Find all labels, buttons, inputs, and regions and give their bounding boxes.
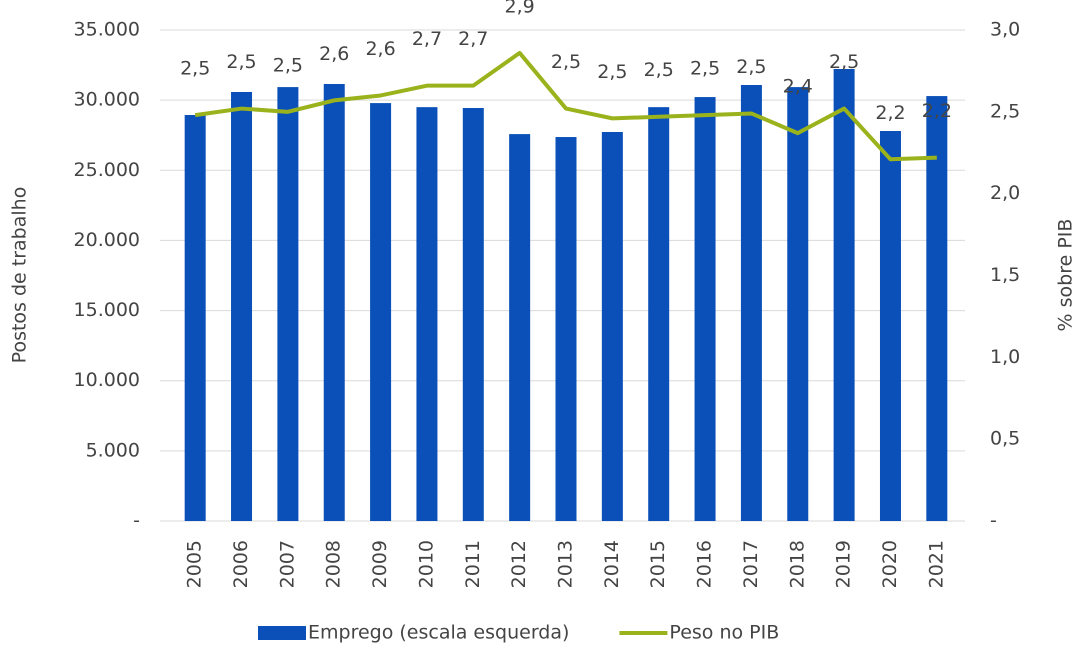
bar xyxy=(184,115,206,521)
bar xyxy=(370,103,392,521)
x-tick-label: 2011 xyxy=(462,540,484,588)
x-tick-label: 2014 xyxy=(601,540,623,588)
x-tick-label: 2015 xyxy=(647,540,669,588)
data-label: 2,6 xyxy=(319,43,349,65)
y-tick-label: 25.000 xyxy=(74,159,140,181)
y2-tick-label: 2,5 xyxy=(990,100,1020,122)
bar xyxy=(694,97,716,521)
data-label: 2,4 xyxy=(783,76,813,98)
x-tick-label: 2018 xyxy=(786,540,808,588)
y2-tick-label: 2,0 xyxy=(990,182,1020,204)
x-tick-label: 2020 xyxy=(879,540,901,588)
data-label: 2,5 xyxy=(690,58,720,80)
y-tick-label: 15.000 xyxy=(74,299,140,321)
data-label: 2,5 xyxy=(736,56,766,78)
bar xyxy=(509,134,531,522)
bar xyxy=(926,96,948,521)
x-tick-label: 2017 xyxy=(740,540,762,588)
x-tick-label: 2006 xyxy=(230,540,252,588)
data-label: 2,9 xyxy=(505,0,535,17)
y-tick-label: 30.000 xyxy=(74,89,140,111)
bar xyxy=(787,87,809,521)
bar xyxy=(833,68,855,522)
x-tick-label: 2021 xyxy=(925,540,947,588)
bar xyxy=(277,87,299,521)
bar xyxy=(879,131,901,521)
x-tick-label: 2019 xyxy=(833,540,855,588)
x-tick-label: 2005 xyxy=(184,540,206,588)
line xyxy=(194,50,937,162)
data-label: 2,6 xyxy=(365,38,395,60)
x-tick-label: 2008 xyxy=(323,540,345,588)
legend-swatch xyxy=(258,626,306,640)
bar xyxy=(648,107,670,522)
bar xyxy=(231,92,253,521)
y-tick-label: 10.000 xyxy=(74,369,140,391)
data-label: 2,5 xyxy=(597,61,627,83)
data-label: 2,5 xyxy=(551,51,581,73)
y-tick-label: 20.000 xyxy=(74,229,140,251)
bar xyxy=(462,107,484,522)
data-label: 2,7 xyxy=(458,28,488,50)
x-tick-label: 2007 xyxy=(276,540,298,588)
y-tick-label: 5.000 xyxy=(86,439,140,461)
bar xyxy=(416,107,438,522)
legend-label: Emprego (escala esquerda) xyxy=(308,622,569,644)
y2-tick-label: 0,5 xyxy=(990,428,1020,450)
bar xyxy=(601,131,623,521)
y2-tick-label: 1,0 xyxy=(990,346,1020,368)
data-label: 2,5 xyxy=(273,54,303,76)
x-tick-label: 2012 xyxy=(508,540,530,588)
x-tick-label: 2010 xyxy=(415,540,437,588)
y-tick-label: 35.000 xyxy=(74,19,140,41)
data-label: 2,5 xyxy=(644,59,674,81)
y2-axis-title: % sobre PIB xyxy=(1055,219,1077,332)
y-axis-title: Postos de trabalho xyxy=(9,187,31,364)
bar xyxy=(740,84,762,521)
y2-tick-label: 1,5 xyxy=(990,264,1020,286)
data-label: 2,2 xyxy=(875,102,905,124)
data-label: 2,5 xyxy=(226,51,256,73)
y2-tick-label: - xyxy=(990,510,997,532)
bar xyxy=(555,137,577,521)
x-tick-label: 2009 xyxy=(369,540,391,588)
data-label: 2,7 xyxy=(412,28,442,50)
bar xyxy=(323,84,345,521)
data-label: 2,2 xyxy=(922,100,952,122)
data-label: 2,5 xyxy=(829,51,859,73)
x-tick-label: 2016 xyxy=(694,540,716,588)
y2-tick-label: 3,0 xyxy=(990,19,1020,41)
x-tick-label: 2013 xyxy=(555,540,577,588)
y-tick-label: - xyxy=(133,510,140,532)
data-label: 2,5 xyxy=(180,58,210,80)
legend-label: Peso no PIB xyxy=(669,622,779,644)
